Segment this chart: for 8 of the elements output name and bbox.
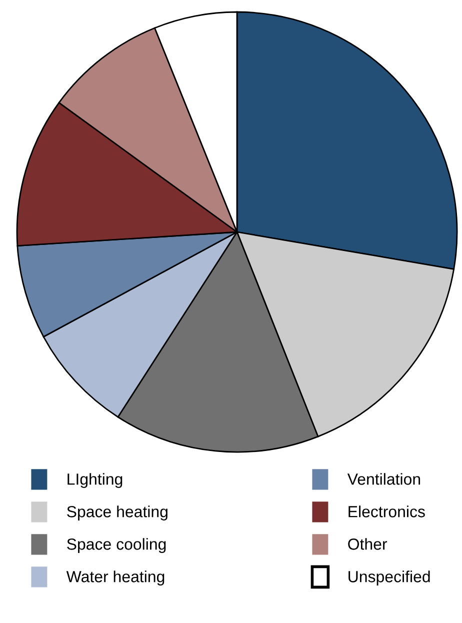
legend-label: Water heating [66, 570, 164, 586]
legend-label: LIghting [68, 473, 122, 488]
legend-label: Unspecified [348, 570, 430, 586]
legend-label: Ventilation [347, 473, 420, 485]
legend-label: Other [348, 538, 388, 550]
legend-label: Space heating [67, 506, 168, 520]
legend-label: Electronics [348, 506, 425, 518]
legend-label: Space cooling [67, 538, 166, 553]
